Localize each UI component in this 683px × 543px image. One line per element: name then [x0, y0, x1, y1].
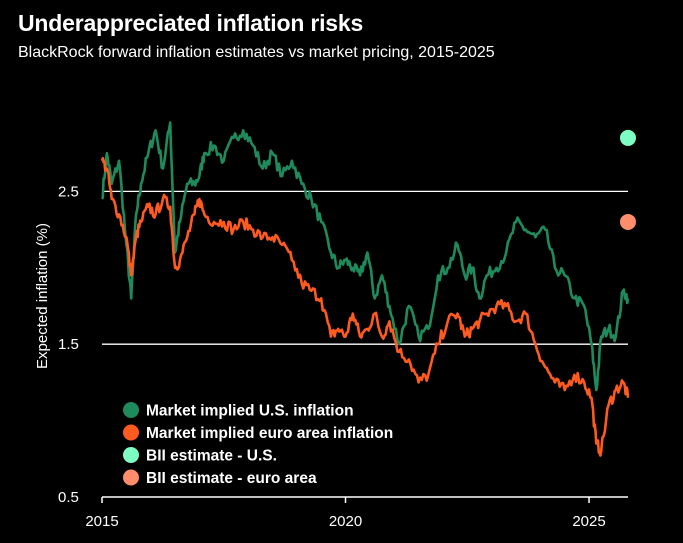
legend-label: BII estimate - euro area [146, 470, 317, 487]
series-line-0 [100, 121, 630, 392]
y-tick-label: 0.5 [58, 489, 79, 506]
axes: 0.5 1.5 2.5 2015 2020 2025 Expected inflation … [34, 183, 628, 530]
x-tick-label: 2020 [329, 513, 362, 530]
chart-subtitle: BlackRock forward inflation estimates vs… [18, 44, 495, 61]
estimate-point-0 [620, 129, 636, 146]
series-layer [100, 121, 630, 457]
legend-marker [123, 402, 139, 418]
y-tick-label: 2.5 [58, 183, 79, 200]
gridlines [102, 190, 628, 345]
y-axis-label: Expected inflation (%) [34, 223, 51, 369]
legend-marker [123, 447, 139, 463]
legend-label: Market implied euro area inflation [146, 425, 393, 442]
legend-label: BII estimate - U.S. [146, 448, 277, 465]
estimate-points [620, 129, 636, 230]
x-tick-label: 2015 [85, 513, 118, 530]
legend-marker [123, 469, 139, 486]
x-tick-label: 2025 [572, 513, 605, 530]
y-tick-label: 1.5 [58, 336, 79, 353]
series-line-1 [100, 157, 630, 457]
chart-title: Underappreciated inflation risks [18, 10, 364, 36]
legend-label: Market implied U.S. inflation [146, 403, 354, 420]
legend: Market implied U.S. inflation Market impl… [123, 402, 393, 487]
estimate-point-1 [620, 213, 636, 230]
legend-marker [123, 424, 139, 441]
